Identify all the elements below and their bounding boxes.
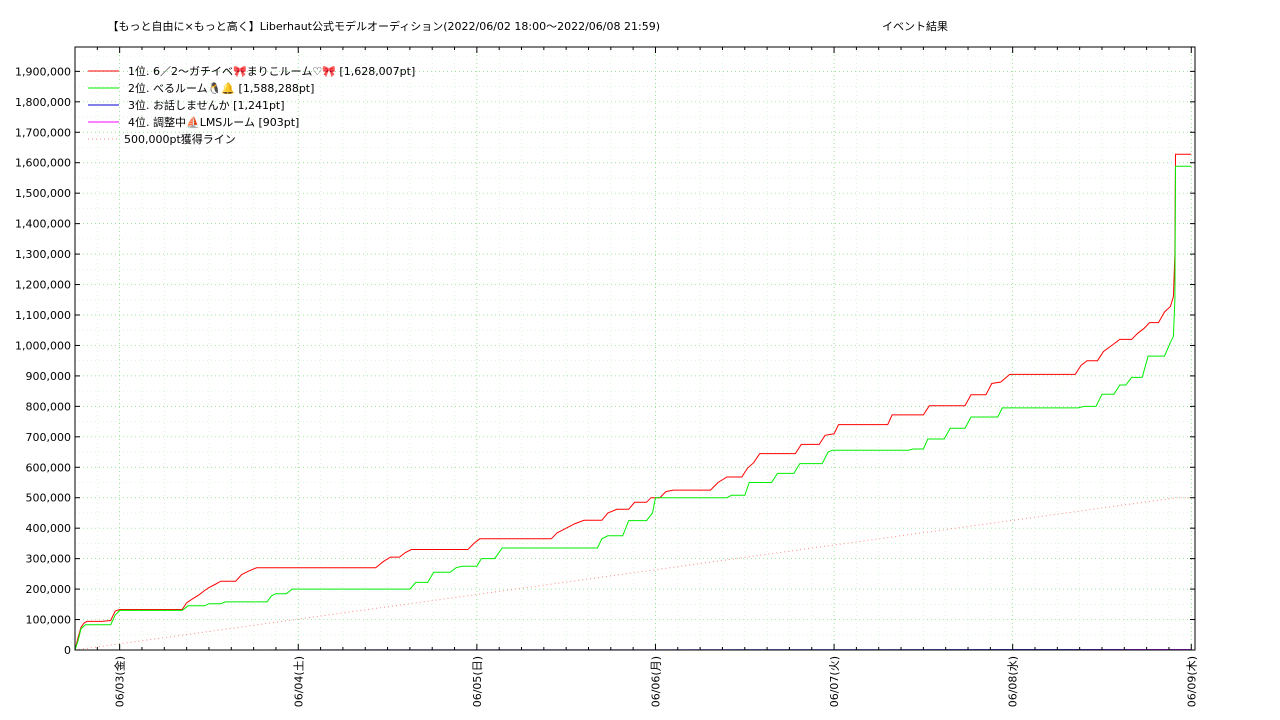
y-tick-label: 1,400,000 (15, 218, 71, 231)
y-tick-label: 1,100,000 (15, 309, 71, 322)
y-tick-label: 700,000 (26, 431, 72, 444)
y-tick-label: 800,000 (26, 400, 72, 413)
y-tick-label: 500,000 (26, 492, 72, 505)
legend: 1位. 6／2〜ガチイベ🎀まりこルーム♡🎀 [1,628,007pt] 2位. べ… (88, 64, 415, 146)
chart-subtitle: イベント結果 (882, 19, 948, 33)
y-tick-label: 1,500,000 (15, 187, 71, 200)
y-tick-label: 600,000 (26, 461, 72, 474)
y-tick-label: 900,000 (26, 370, 72, 383)
y-tick-label: 1,600,000 (15, 157, 71, 170)
y-tick-label: 200,000 (26, 583, 72, 596)
legend-label-5: 500,000pt獲得ライン (124, 133, 236, 146)
legend-label-1: 1位. 6／2〜ガチイベ🎀まりこルーム♡🎀 [1,628,007pt] (128, 64, 415, 78)
y-tick-label: 1,900,000 (15, 65, 71, 78)
y-tick-label: 1,300,000 (15, 248, 71, 261)
x-tick-label: 06/03(金) (113, 656, 127, 707)
y-tick-label: 300,000 (26, 553, 72, 566)
y-tick-label: 1,800,000 (15, 96, 71, 109)
axes: 0 100,000 200,000 300,000 400,000 500,000 600,… (15, 47, 1198, 707)
grid-lines (74, 47, 1195, 650)
plot-frame (74, 46, 1196, 651)
x-tick-label: 06/08(水) (1007, 656, 1020, 707)
y-tick-label: 400,000 (26, 522, 72, 535)
y-tick-label: 1,000,000 (15, 339, 71, 352)
legend-label-4: 4位. 調整中⛵LMSルーム [903pt] (128, 115, 299, 129)
x-tick-label: 06/07(火) (828, 656, 841, 707)
legend-label-2: 2位. べるルーム🐧🔔 [1,588,288pt] (128, 81, 314, 95)
y-tick-label: 0 (64, 644, 71, 657)
x-tick-label: 06/04(土) (292, 656, 305, 707)
chart-title: 【もっと自由に×もっと高く】Liberhaut公式モデルオーディション(2022… (108, 19, 660, 33)
y-tick-label: 1,200,000 (15, 279, 71, 292)
x-tick-label: 06/06(月) (649, 656, 662, 707)
series-line-1 (74, 153, 1192, 651)
x-tick-label: 06/05(日) (471, 656, 484, 707)
y-tick-label: 100,000 (26, 614, 72, 627)
legend-label-3: 3位. お話しませんか [1,241pt] (128, 98, 285, 112)
x-tick-label: 06/09(木) (1185, 656, 1198, 707)
y-tick-label: 1,700,000 (15, 126, 71, 139)
series-line-2 (74, 165, 1192, 651)
